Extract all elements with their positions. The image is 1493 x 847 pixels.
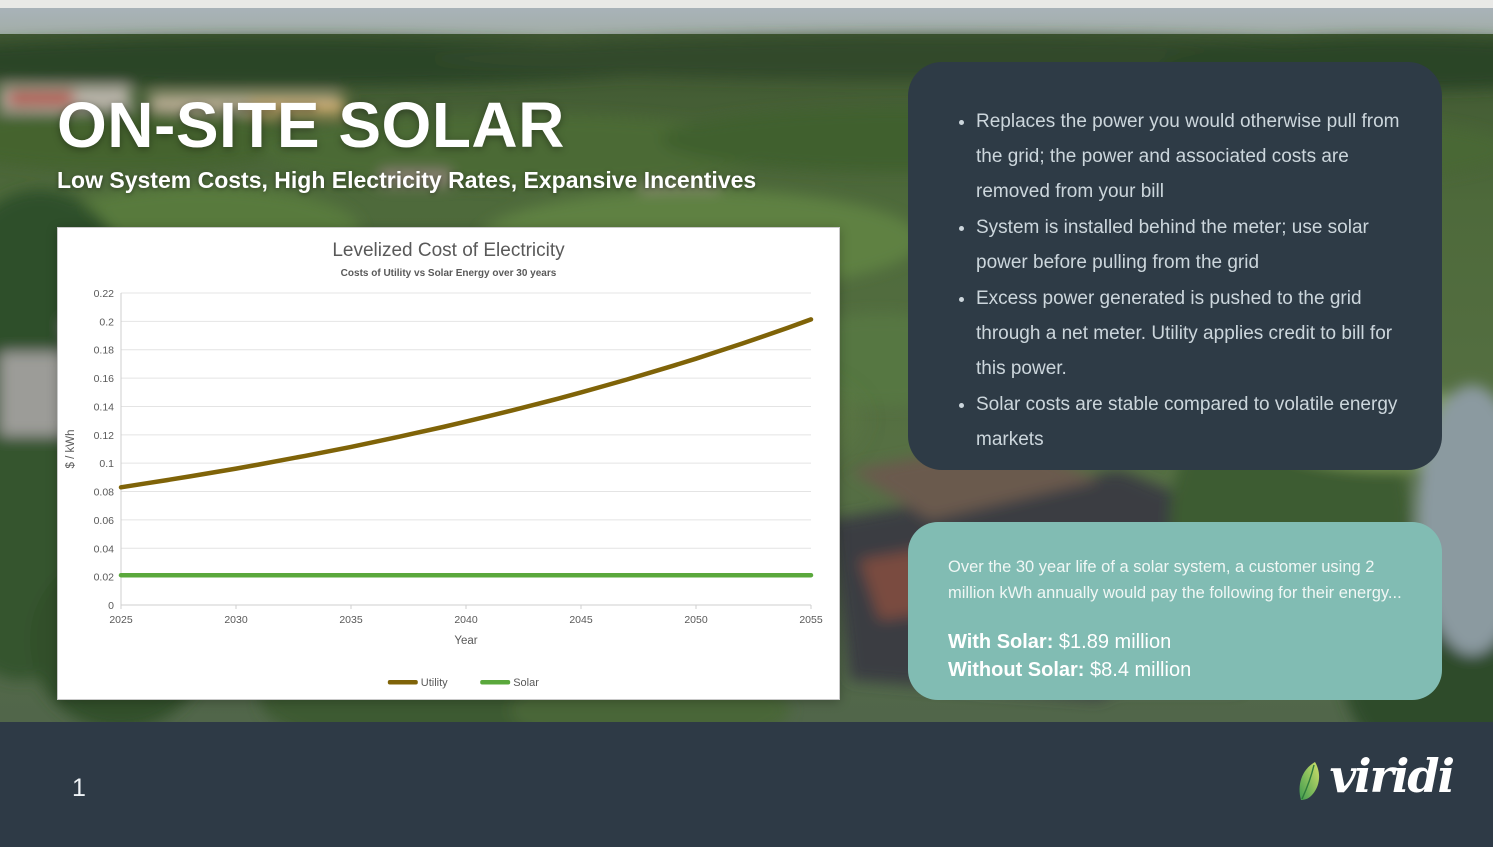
logo-text: viridi <box>1329 749 1455 803</box>
without-solar-value: $8.4 million <box>1084 659 1192 681</box>
svg-text:2025: 2025 <box>109 614 133 626</box>
with-solar-value: $1.89 million <box>1053 631 1172 653</box>
without-solar-label: Without Solar: <box>948 659 1085 681</box>
svg-text:2040: 2040 <box>454 614 478 626</box>
svg-text:0.06: 0.06 <box>94 515 115 527</box>
svg-text:2045: 2045 <box>569 614 593 626</box>
svg-text:0.12: 0.12 <box>94 430 115 442</box>
page-number: 1 <box>72 774 86 802</box>
chart-title: Levelized Cost of Electricity <box>332 240 565 261</box>
summary-lines: With Solar: $1.89 million Without Solar:… <box>948 628 1404 684</box>
key-points-panel: Replaces the power you would otherwise p… <box>908 62 1442 470</box>
svg-text:2035: 2035 <box>339 614 363 626</box>
bullet-item: System is installed behind the meter; us… <box>976 210 1400 280</box>
svg-text:0.1: 0.1 <box>99 458 114 470</box>
with-solar-label: With Solar: <box>948 631 1054 653</box>
svg-text:0.2: 0.2 <box>99 316 114 328</box>
svg-text:Year: Year <box>454 635 477 647</box>
without-solar-line: Without Solar: $8.4 million <box>948 656 1404 684</box>
leaf-icon <box>1299 762 1320 800</box>
svg-text:Solar: Solar <box>513 677 539 689</box>
svg-text:0.22: 0.22 <box>94 288 115 300</box>
svg-text:2055: 2055 <box>799 614 823 626</box>
lcoe-chart: 0 0.02 0.04 0.06 0.08 0.1 0.12 0.14 0.16 0.18 0.2 0… <box>65 288 823 689</box>
slide-subtitle: Low System Costs, High Electricity Rates… <box>57 167 757 194</box>
bullet-item: Solar costs are stable compared to volat… <box>976 387 1400 457</box>
svg-text:0.08: 0.08 <box>94 487 115 499</box>
svg-text:0.14: 0.14 <box>94 401 115 413</box>
svg-text:Utility: Utility <box>421 677 448 689</box>
key-points-list: Replaces the power you would otherwise p… <box>954 104 1400 457</box>
cost-summary-box: Over the 30 year life of a solar system,… <box>908 522 1442 700</box>
svg-text:0: 0 <box>108 600 114 612</box>
bullet-item: Replaces the power you would otherwise p… <box>976 104 1400 209</box>
svg-text:0.04: 0.04 <box>94 543 115 555</box>
lcoe-chart-card: Levelized Cost of Electricity Costs of U… <box>57 227 840 700</box>
bullet-item: Excess power generated is pushed to the … <box>976 281 1400 386</box>
chart-subtitle: Costs of Utility vs Solar Energy over 30… <box>340 268 557 279</box>
svg-text:2030: 2030 <box>224 614 248 626</box>
summary-intro: Over the 30 year life of a solar system,… <box>948 558 1402 602</box>
svg-text:2050: 2050 <box>684 614 708 626</box>
viridi-logo: viridi <box>1295 749 1455 803</box>
slide-title: ON-SITE SOLAR <box>57 89 565 161</box>
svg-text:0.16: 0.16 <box>94 373 115 385</box>
footer-bar: 1 viridi <box>0 722 1493 847</box>
title-block: ON-SITE SOLAR Low System Costs, High Ele… <box>57 89 887 194</box>
svg-text:$ / kWh: $ / kWh <box>65 430 77 469</box>
with-solar-line: With Solar: $1.89 million <box>948 628 1404 656</box>
svg-text:0.18: 0.18 <box>94 345 115 357</box>
svg-text:0.02: 0.02 <box>94 572 115 584</box>
